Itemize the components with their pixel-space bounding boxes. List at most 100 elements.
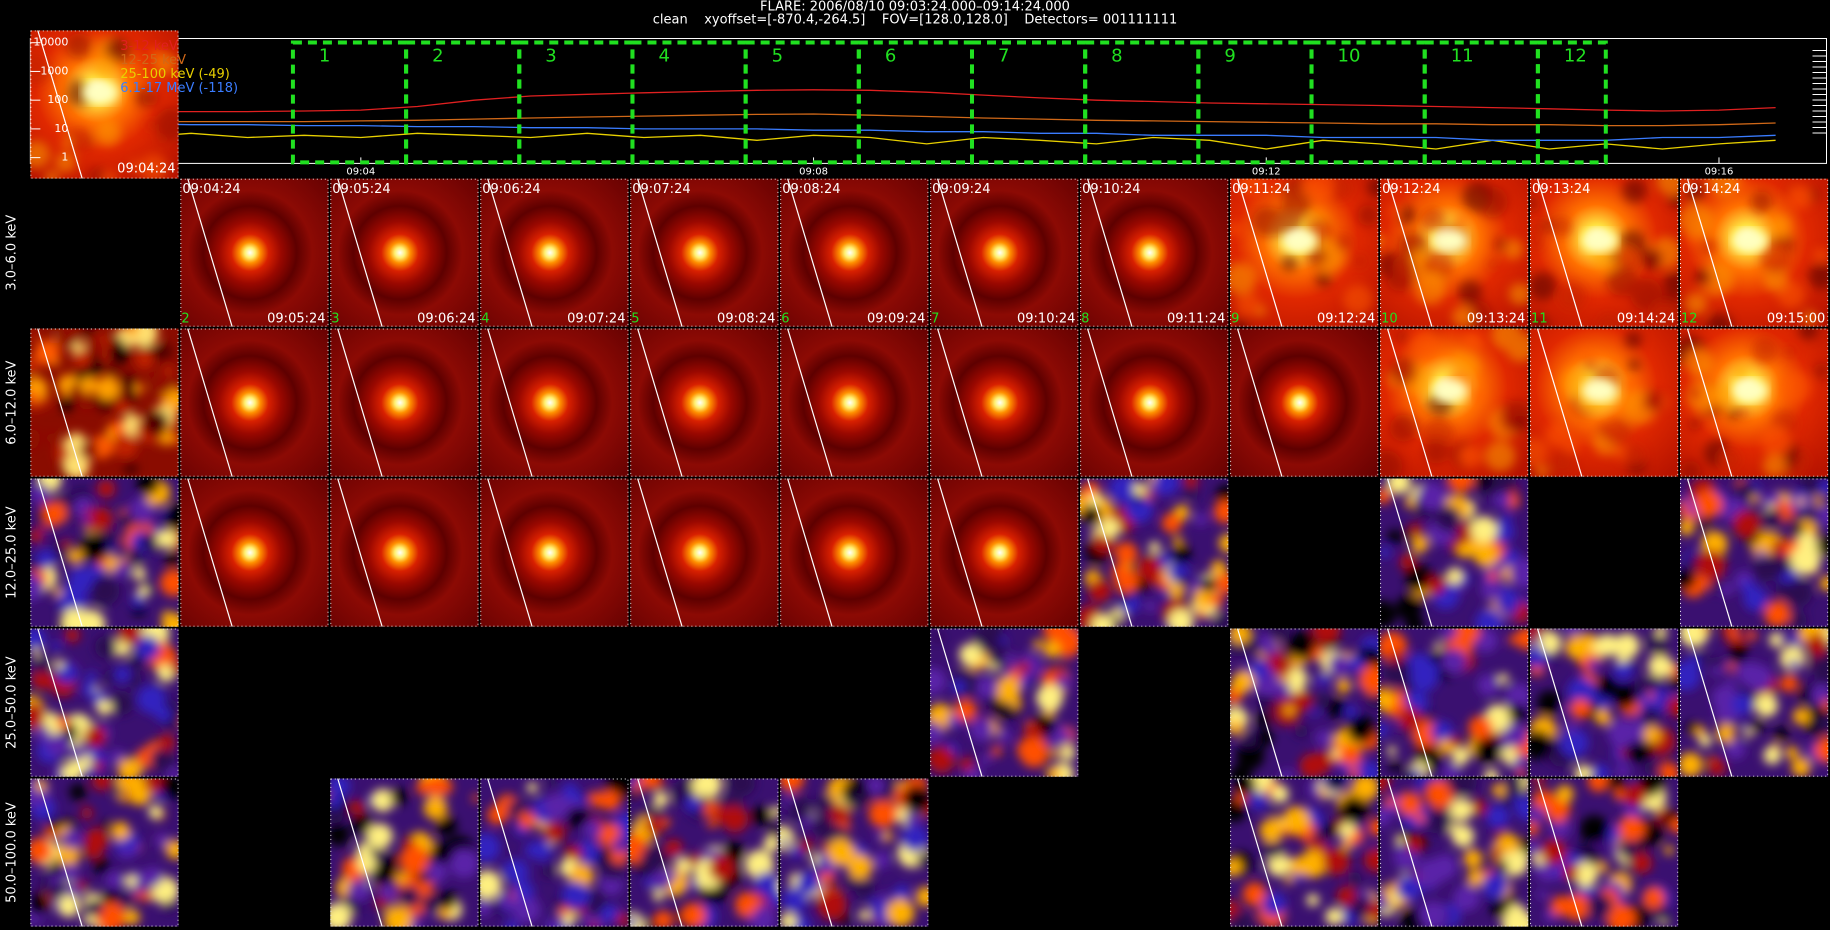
- tile-blob: [134, 383, 144, 394]
- tile-blob: [1755, 694, 1779, 718]
- tile-blob: [1271, 785, 1289, 804]
- tile-blob: [763, 835, 779, 852]
- tile-blob: [88, 167, 107, 179]
- tile-blob: [1586, 893, 1613, 919]
- tile-blob: [1395, 594, 1422, 621]
- image-tile: [30, 478, 179, 627]
- tile-blob: [1209, 592, 1224, 607]
- tile-frame: [1530, 328, 1679, 477]
- tile-blob: [1462, 181, 1493, 213]
- image-start-time: 09:06:24: [482, 182, 540, 197]
- tile-blob: [132, 603, 145, 617]
- tile-blob: [815, 794, 835, 813]
- tile-blob: [1784, 579, 1812, 608]
- tile-blob: [395, 871, 408, 883]
- time-interval-label: 10: [1338, 46, 1361, 67]
- image-tile: [1230, 628, 1379, 777]
- tile-blob: [1255, 918, 1265, 927]
- tile-blob: [1468, 715, 1493, 740]
- tile-blob: [61, 137, 72, 149]
- tile-blob: [1745, 664, 1773, 692]
- tile-blob: [1508, 282, 1529, 306]
- tile-blob: [480, 870, 502, 900]
- tile-blob: [1389, 761, 1401, 772]
- tile-blob: [1732, 364, 1750, 382]
- tile-blob: [1762, 508, 1784, 529]
- tile-blob: [1336, 678, 1351, 694]
- tile-blob: [1485, 805, 1510, 829]
- tile-blob: [1330, 748, 1341, 759]
- tile-image: [630, 478, 779, 627]
- tile-blob: [1467, 869, 1485, 887]
- tile-blob: [1530, 316, 1548, 327]
- tile-blob: [153, 51, 177, 76]
- tile-blob: [472, 794, 479, 803]
- tile-blob: [858, 909, 870, 921]
- tile-blob: [1751, 336, 1778, 364]
- tile-blob: [438, 891, 458, 910]
- tile-blob: [1689, 387, 1702, 400]
- tile-blob: [1783, 345, 1796, 359]
- tile-blob: [1358, 761, 1379, 777]
- tile-blob: [1475, 608, 1504, 627]
- tile-blob: [1695, 549, 1726, 580]
- tile-blob: [1537, 889, 1548, 900]
- tile-blob: [1233, 318, 1249, 327]
- tile-blob: [1624, 379, 1638, 393]
- tile-blob: [1816, 505, 1829, 526]
- x-tick-label: 09:04: [346, 166, 375, 177]
- image-tile: [1530, 328, 1679, 477]
- tile-blob: [1218, 533, 1229, 553]
- tile-blob: [661, 817, 671, 827]
- tile-blob: [1608, 250, 1622, 263]
- tile-blob: [787, 796, 812, 821]
- tile-blob: [1634, 679, 1650, 695]
- tile-blob: [866, 778, 885, 795]
- tile-blob: [82, 515, 91, 524]
- tile-image: [780, 178, 929, 327]
- solar-limb: [1686, 178, 1733, 327]
- lightcurve-line: [77, 113, 1776, 127]
- tile-blob: [868, 799, 898, 829]
- tile-blob: [1310, 708, 1320, 717]
- tile-blob: [653, 910, 674, 927]
- tile-blob: [1483, 768, 1499, 777]
- tile-blob: [63, 453, 89, 477]
- tile-blob: [780, 837, 789, 846]
- image-start-time: 09:12:24: [1382, 182, 1440, 197]
- tile-blob: [721, 805, 749, 833]
- lightcurve-line: [77, 89, 1776, 113]
- solar-limb: [1686, 628, 1733, 777]
- tile-frame: [630, 478, 779, 627]
- tile-blob: [114, 562, 130, 578]
- tile-blob: [1570, 698, 1591, 719]
- tile-texture: [1380, 181, 1529, 327]
- image-tile: [1680, 478, 1829, 627]
- tile-blob: [1509, 558, 1529, 589]
- tile-blob: [1091, 614, 1114, 627]
- tile-blob: [1159, 590, 1169, 600]
- tile-blob: [1449, 798, 1473, 822]
- y-tick-label: 100: [47, 93, 68, 106]
- tile-blob: [1242, 882, 1267, 906]
- tile-blob: [1281, 189, 1312, 220]
- solar-limb: [1536, 178, 1583, 327]
- tile-blob: [61, 828, 83, 850]
- image-tile: [1080, 478, 1229, 627]
- tile-blob: [1652, 687, 1668, 703]
- tile-blob: [1291, 690, 1312, 712]
- tile-frame: [330, 328, 479, 477]
- tile-blob: [640, 845, 669, 874]
- tile-blob: [1515, 628, 1529, 650]
- tile-blob: [1463, 849, 1483, 869]
- tile-blob: [1583, 359, 1596, 372]
- tile-blob: [399, 845, 429, 875]
- tile-blob: [132, 567, 146, 581]
- image-end-time: 09:13:24: [1467, 311, 1525, 326]
- tile-blob: [1769, 214, 1792, 237]
- tile-texture: [1530, 628, 1679, 777]
- image-index: 2: [181, 311, 189, 326]
- tile-blob: [53, 587, 62, 597]
- tile-blob: [369, 859, 397, 887]
- tile-blob: [1810, 683, 1829, 705]
